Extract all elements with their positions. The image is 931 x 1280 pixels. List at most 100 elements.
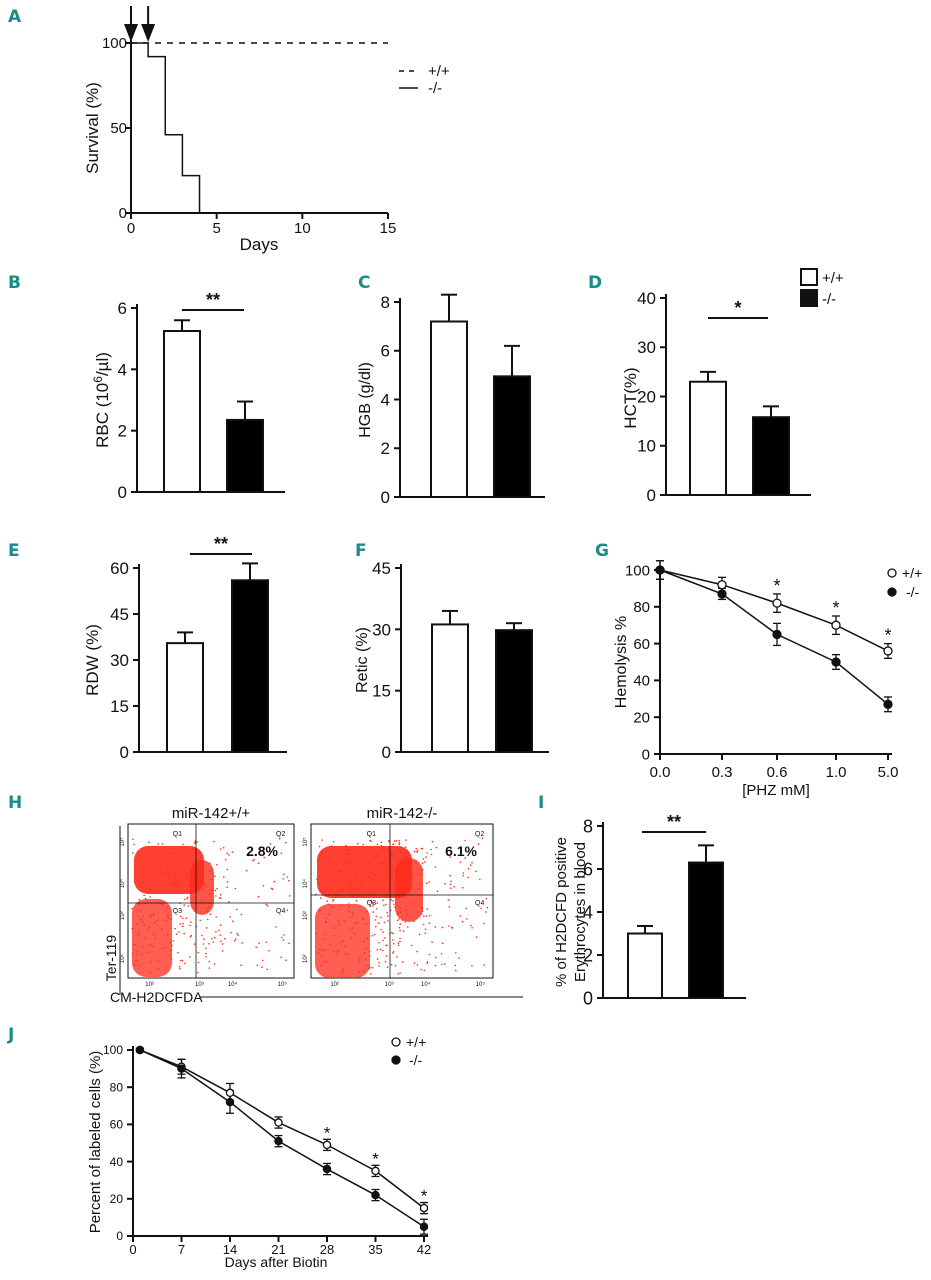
flow-event-dot [146,928,149,931]
flow-event-dot [382,899,384,901]
flow-event-dot [192,896,195,899]
x-tick-label: 10⁴ [421,981,431,988]
flow-event-dot [359,879,362,882]
flow-event-dot [171,944,173,947]
y-tick-label: 2 [118,422,127,441]
flow-population-cloud [132,899,172,977]
flow-event-dot [384,862,387,864]
flow-event-dot [342,968,345,970]
flow-event-dot [189,936,192,938]
flow-event-dot [215,895,217,897]
flow-event-dot [393,903,395,906]
flow-event-dot [397,944,400,947]
flow-event-dot [375,873,377,876]
flow-event-dot [131,952,134,955]
flow-event-dot [358,905,360,908]
legend-swatch-knockout [800,289,818,307]
y-tick-label: 10 [637,437,656,456]
flow-event-dot [150,915,152,917]
flow-event-dot [182,871,185,874]
flow-event-dot [382,949,384,952]
flow-event-dot [151,946,154,948]
flow-event-dot [453,886,455,888]
flow-event-dot [459,861,462,864]
flow-event-dot [226,886,228,888]
flow-event-dot [180,870,183,873]
flow-event-dot [448,925,450,927]
flow-event-dot [141,946,144,948]
flow-event-dot [146,883,149,885]
flow-event-dot [392,951,395,953]
flow-event-dot [236,908,238,911]
flow-event-dot [262,885,265,887]
flow-event-dot [376,908,378,910]
y-tick-label: 8 [381,293,390,312]
flow-event-dot [421,868,424,871]
flow-event-dot [339,870,341,873]
flow-event-dot [449,856,451,858]
y-tick-label: 40 [637,289,656,308]
flow-event-dot [149,972,152,974]
flow-event-dot [231,851,234,853]
flow-event-dot [286,909,289,911]
flow-event-dot [429,914,431,917]
flow-event-dot [381,877,384,880]
flow-event-dot [362,970,365,972]
flow-event-dot [398,840,401,842]
flow-event-dot [177,881,179,883]
flow-event-dot [182,882,185,885]
y-tick-label: 60 [110,559,129,578]
flow-event-dot [323,949,326,952]
flow-event-dot [421,907,424,910]
flow-event-dot [347,903,350,905]
flow-event-dot [351,927,354,929]
flow-event-dot [187,896,189,899]
flow-plot-title: miR-142+/+ [172,805,251,822]
flow-event-dot [335,895,337,897]
flow-event-dot [477,843,480,845]
flow-event-dot [193,943,196,945]
flow-event-dot [368,965,371,967]
flow-event-dot [145,855,147,858]
flow-event-dot [379,870,382,873]
x-tick-label: 5.0 [878,764,899,781]
panel-j-labeled-cells-chart: 0 20 40 60 80 100 0 7 14 21 28 35 42 Days after Bioti… [87,1034,431,1270]
flow-event-dot [421,862,424,864]
flow-event-dot [390,852,392,854]
flow-event-dot [176,859,179,862]
flow-event-dot [413,850,416,853]
flow-event-dot [396,919,399,922]
x-tick-label: 28 [320,1242,334,1257]
y-tick-label: 10⁴ [302,879,309,889]
flow-event-dot [385,876,388,878]
flow-event-dot [226,868,229,871]
flow-event-dot [406,926,409,928]
flow-event-dot [205,927,208,929]
flow-event-dot [365,923,368,925]
data-point-knockout [371,1190,380,1200]
flow-event-dot [205,907,207,910]
flow-event-dot [349,916,351,919]
flow-event-dot [451,927,454,929]
flow-event-dot [270,887,273,890]
flow-event-dot [475,936,478,938]
flow-event-dot [424,861,426,863]
flow-event-dot [471,861,473,864]
y-tick-label: 6 [583,859,593,879]
flow-event-dot [214,889,217,892]
flow-event-dot [405,909,407,911]
panel-a-survival-chart: 0 50 100 0 5 10 15 Survival (%) Days +/+-/- [83,6,450,254]
flow-event-dot [281,936,283,939]
flow-event-dot [426,908,429,910]
flow-event-dot [371,870,374,873]
y-tick-label: 100 [102,35,127,52]
y-tick-label: 100 [103,1043,123,1057]
flow-event-dot [480,907,482,910]
flow-event-dot [176,882,179,885]
x-tick-label: 0 [129,1242,136,1257]
panel-b-rbc-chart: 0 2 4 6 ** RBC (106/µl) [91,290,285,502]
flow-event-dot [348,853,351,855]
bar-knockout [495,629,533,754]
flow-event-dot [170,918,172,920]
flow-event-dot [193,890,195,893]
